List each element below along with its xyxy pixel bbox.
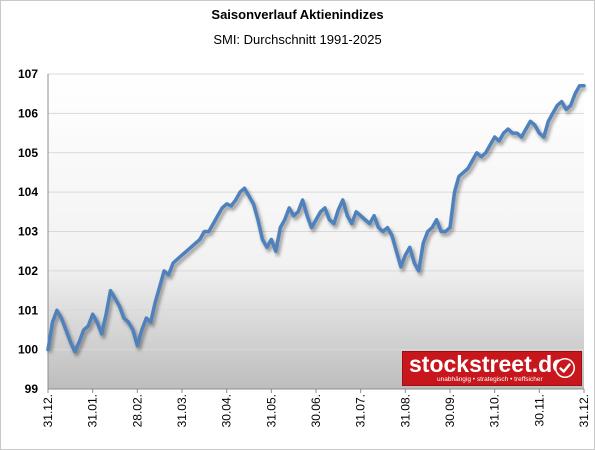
x-tick-label: 31.01. (86, 394, 100, 427)
stockstreet-logo: stockstreet.de unabhängig • strategisch … (402, 351, 582, 386)
x-tick-label: 31.12. (577, 394, 591, 427)
series-line (46, 84, 586, 354)
x-tick-label: 30.09. (443, 394, 457, 427)
gridlines (48, 73, 584, 351)
chart-title: Saisonverlauf Aktienindizes (211, 7, 384, 22)
y-tick-label: 106 (18, 106, 38, 120)
axes (47, 74, 585, 393)
chart-subtitle: SMI: Durchschnitt 1991-2025 (213, 32, 382, 47)
y-tick-label: 103 (18, 225, 38, 239)
x-tick-label: 31.08. (398, 394, 412, 427)
y-tick-label: 100 (18, 343, 38, 357)
x-tick-label: 30.11. (532, 394, 546, 426)
x-tick-label: 31.12. (41, 394, 55, 427)
y-tick-labels: 99 100 101 102 103 104 105 106 107 (18, 67, 38, 396)
series-group (46, 84, 586, 357)
y-tick-label: 104 (18, 185, 38, 199)
y-tick-label: 99 (25, 382, 39, 396)
y-tick-label: 107 (18, 67, 38, 81)
x-tick-label: 28.02. (130, 394, 144, 427)
y-tick-label: 105 (18, 146, 38, 160)
x-tick-label: 31.05. (264, 394, 278, 427)
x-tick-label: 31.10. (488, 394, 502, 427)
x-tick-labels: 31.12. 31.01. 28.02. 31.03. 30.04. 31.05. 30.0… (41, 394, 591, 427)
x-tick-label: 30.06. (309, 394, 323, 427)
y-tick-label: 101 (18, 303, 38, 317)
checkmark-icon (555, 358, 575, 378)
x-tick-label: 31.07. (354, 394, 368, 427)
x-tick-label: 31.03. (175, 394, 189, 427)
logo-tagline: unabhängig • strategisch • treffsicher (437, 376, 543, 383)
x-tick-label: 30.04. (220, 394, 234, 427)
logo-text: stockstreet.de (409, 351, 565, 377)
y-tick-label: 102 (18, 264, 38, 278)
